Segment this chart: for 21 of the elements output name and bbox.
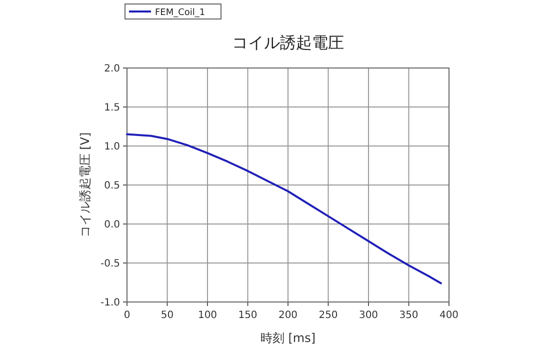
- y-axis-title: コイル誘起電圧 [V]: [78, 132, 92, 238]
- y-tick-label: 0.0: [104, 220, 120, 230]
- x-tick-label: 300: [358, 310, 378, 321]
- y-tick-label: 1.0: [104, 142, 120, 152]
- y-tick-label: -0.5: [100, 258, 120, 270]
- x-tick-label: 400: [439, 310, 459, 321]
- legend-label: FEM_Coil_1: [155, 8, 206, 18]
- x-tick-label: 350: [399, 310, 418, 321]
- x-tick-label: 250: [318, 310, 338, 321]
- y-tick-label: 0.5: [104, 180, 120, 192]
- x-tick-label: 100: [198, 310, 218, 321]
- y-tick-label: 2.0: [104, 64, 120, 74]
- y-tick-label: -1.0: [100, 298, 120, 308]
- x-tick-label: 150: [238, 310, 258, 321]
- line-series: [126, 133, 442, 284]
- x-tick-label: 50: [160, 310, 174, 321]
- chart-title: コイル誘起電圧: [232, 33, 344, 52]
- x-axis-title: 時刻 [ms]: [260, 331, 316, 345]
- x-tick-label: 200: [278, 310, 298, 321]
- y-tick-label: 1.5: [104, 102, 120, 114]
- x-tick-label: 0: [124, 310, 130, 321]
